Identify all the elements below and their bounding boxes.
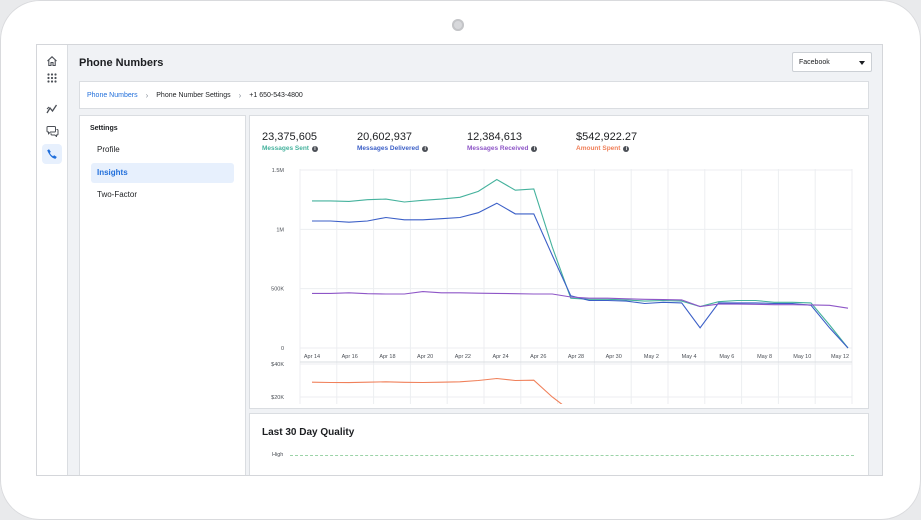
quality-line xyxy=(290,455,854,456)
x-tick-label: Apr 14 xyxy=(304,354,320,360)
info-icon[interactable]: i xyxy=(311,145,318,152)
sidebar-item-profile[interactable]: Profile xyxy=(97,145,120,154)
stat-label: Messages Received xyxy=(467,145,529,152)
y-tick-label: 1.5M xyxy=(272,168,285,174)
chevron-right-icon: › xyxy=(145,90,149,100)
stat-label: Amount Spent xyxy=(576,145,621,152)
series-line-messages-received xyxy=(312,291,849,309)
chat-icon[interactable] xyxy=(42,121,62,141)
nav-rail xyxy=(37,45,68,475)
camera-icon xyxy=(452,19,464,31)
app-screen: Phone Numbers Facebook Phone Numbers › P… xyxy=(36,44,883,476)
insights-panel: 23,375,605 Messages Sent i 20,602,937 Mes… xyxy=(249,115,869,409)
stat-value: 20,602,937 xyxy=(357,131,413,143)
x-tick-label: May 12 xyxy=(831,354,849,360)
phone-icon[interactable] xyxy=(42,144,62,164)
info-icon[interactable]: i xyxy=(531,145,538,152)
y-tick-label: 0 xyxy=(281,346,284,352)
x-tick-label: Apr 20 xyxy=(417,354,433,360)
stat-label: Messages Sent xyxy=(262,145,309,152)
stat-value: 23,375,605 xyxy=(262,131,318,143)
y-tick-label: $40K xyxy=(271,362,284,368)
top-bar: Phone Numbers Facebook xyxy=(68,45,882,80)
stat-messages-delivered: 20,602,937 Messages Delivered i xyxy=(357,131,429,152)
sidebar-item-insights[interactable]: Insights xyxy=(91,163,234,183)
insights-chart: 1.5M 1M 500K 0 Apr 14 Apr 16 Apr 18 Apr 20 Apr 2… xyxy=(271,168,853,404)
x-tick-label: May 10 xyxy=(793,354,811,360)
quality-level-label: High xyxy=(272,452,284,458)
stat-label: Messages Delivered xyxy=(357,145,420,152)
stat-value: 12,384,613 xyxy=(467,131,523,143)
x-tick-label: May 2 xyxy=(644,354,659,360)
stat-value: $542,922.27 xyxy=(576,131,638,143)
sidebar-item-two-factor[interactable]: Two-Factor xyxy=(97,190,138,199)
x-tick-label: Apr 22 xyxy=(455,354,471,360)
breadcrumb-current: +1 650-543-4800 xyxy=(249,91,303,99)
quality-panel: Last 30 Day Quality High xyxy=(249,413,869,475)
apps-grid-icon[interactable] xyxy=(42,68,62,88)
x-tick-label: Apr 16 xyxy=(342,354,358,360)
x-tick-label: May 8 xyxy=(757,354,772,360)
chevron-down-icon xyxy=(859,61,865,65)
series-line-amount-spent xyxy=(311,377,563,404)
x-tick-label: Apr 18 xyxy=(379,354,395,360)
info-icon[interactable]: i xyxy=(623,145,630,152)
x-tick-label: May 6 xyxy=(719,354,734,360)
settings-sidebar: Settings Profile Insights Two-Factor xyxy=(79,115,246,475)
page-title: Phone Numbers xyxy=(79,57,164,69)
x-tick-label: Apr 26 xyxy=(530,354,546,360)
platform-select-value: Facebook xyxy=(799,59,830,66)
quality-title: Last 30 Day Quality xyxy=(262,427,355,438)
stat-messages-sent: 23,375,605 Messages Sent i xyxy=(262,131,318,152)
chevron-right-icon: › xyxy=(238,90,242,100)
insights-icon[interactable] xyxy=(42,99,62,119)
stat-messages-received: 12,384,613 Messages Received i xyxy=(467,131,538,152)
series-line-messages-delivered xyxy=(312,202,849,349)
y-tick-label: 500K xyxy=(271,287,284,293)
settings-heading: Settings xyxy=(90,125,118,132)
breadcrumb: Phone Numbers › Phone Number Settings › … xyxy=(79,81,869,109)
platform-select[interactable]: Facebook xyxy=(792,52,872,72)
stat-amount-spent: $542,922.27 Amount Spent i xyxy=(576,131,637,152)
info-icon[interactable]: i xyxy=(422,145,429,152)
home-icon[interactable] xyxy=(42,51,62,71)
x-tick-label: Apr 28 xyxy=(568,354,584,360)
breadcrumb-phone-numbers[interactable]: Phone Numbers xyxy=(87,91,138,99)
breadcrumb-phone-number-settings[interactable]: Phone Number Settings xyxy=(156,91,231,99)
x-tick-label: May 4 xyxy=(682,354,697,360)
x-tick-label: Apr 30 xyxy=(606,354,622,360)
series-line-messages-sent xyxy=(312,178,849,349)
x-tick-label: Apr 24 xyxy=(492,354,508,360)
y-tick-label: 1M xyxy=(276,227,284,233)
y-tick-label: $20K xyxy=(271,395,284,401)
